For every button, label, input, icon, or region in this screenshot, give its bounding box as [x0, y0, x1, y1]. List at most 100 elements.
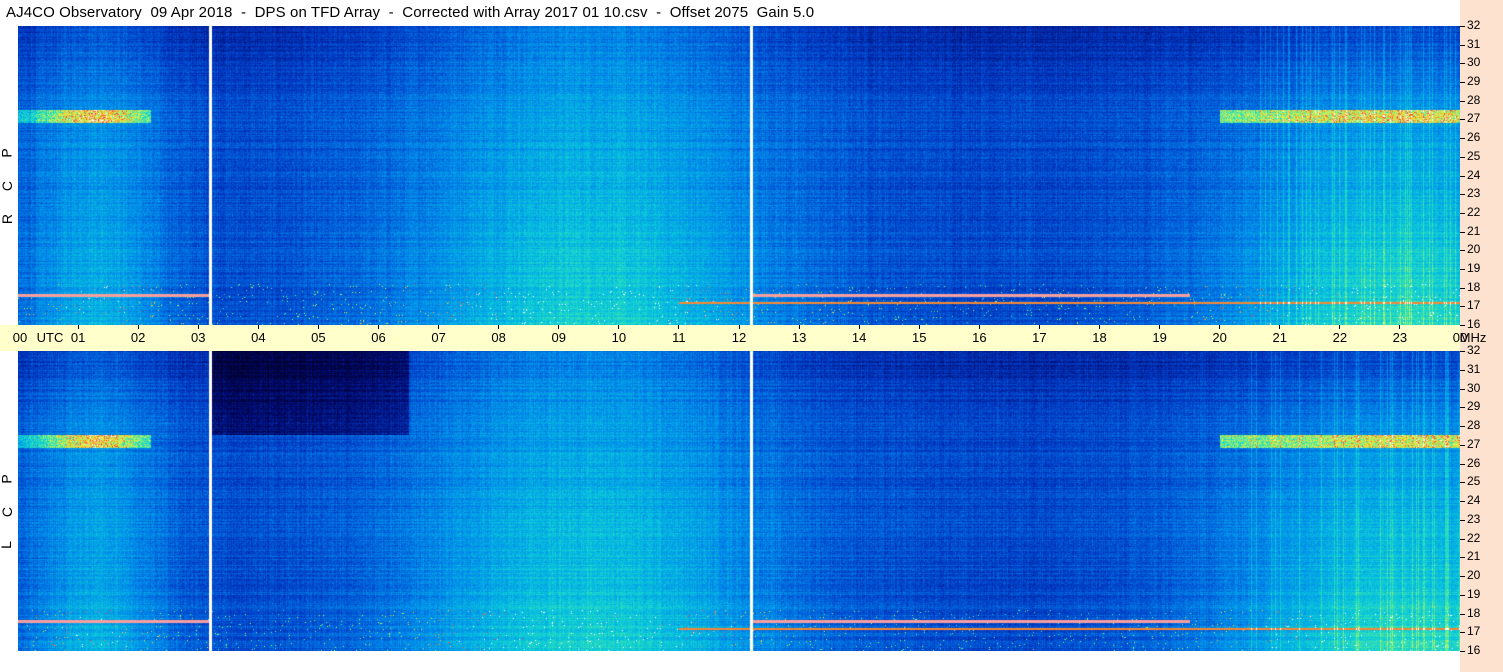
time-tick-label: 07 — [431, 330, 446, 345]
rcp-spectrogram — [18, 26, 1460, 325]
polarization-letter: C — [0, 506, 16, 518]
frequency-tick-label: 17 — [1467, 298, 1481, 313]
lcp-heatmap-canvas — [18, 351, 1460, 651]
frequency-tick-mark — [1460, 156, 1465, 158]
time-tick-label: 10 — [611, 330, 627, 345]
polarization-letter: L — [0, 541, 14, 549]
frequency-tick-label: 25 — [1467, 148, 1481, 163]
frequency-tick-label: 20 — [1467, 242, 1481, 257]
frequency-tick-label: 27 — [1467, 111, 1481, 126]
polarization-letter: R — [0, 214, 16, 225]
frequency-tick-label: 24 — [1467, 167, 1481, 182]
lcp-spectrogram — [18, 351, 1460, 651]
time-tick-label: UTC — [36, 330, 64, 345]
time-tick-label: 13 — [791, 330, 807, 345]
frequency-tick-mark — [1460, 44, 1465, 46]
frequency-tick-label: 21 — [1467, 549, 1481, 564]
frequency-tick-label: 28 — [1467, 92, 1481, 107]
frequency-tick-mark — [1460, 426, 1465, 427]
time-tick-mark — [498, 325, 500, 329]
frequency-tick-mark — [1460, 138, 1465, 140]
frequency-tick-label: 28 — [1467, 418, 1481, 432]
frequency-tick-mark — [1460, 407, 1465, 409]
time-tick-mark — [798, 325, 800, 329]
frequency-tick-label: 22 — [1467, 204, 1481, 219]
time-tick-mark — [77, 325, 79, 329]
time-tick-mark — [197, 325, 199, 329]
rcp-heatmap-canvas — [18, 26, 1460, 325]
polarization-letter: C — [0, 181, 16, 192]
frequency-tick-label: 25 — [1467, 474, 1481, 489]
frequency-tick-label: 18 — [1467, 279, 1481, 294]
time-tick-label: MHz — [1459, 330, 1487, 345]
bottom-bar — [0, 651, 1460, 672]
time-tick-label: 11 — [672, 330, 686, 345]
chart-title: AJ4CO Observatory 09 Apr 2018 - DPS on T… — [6, 4, 815, 21]
time-tick-mark — [137, 325, 139, 329]
frequency-tick-mark — [1460, 538, 1465, 540]
frequency-tick-label: 19 — [1467, 260, 1481, 275]
frequency-tick-label: 21 — [1467, 223, 1481, 238]
time-tick-label: 18 — [1092, 330, 1107, 345]
frequency-tick-mark — [1460, 82, 1465, 84]
frequency-tick-mark — [1460, 119, 1465, 121]
time-tick-mark — [1399, 325, 1401, 329]
frequency-tick-label: 20 — [1467, 568, 1481, 582]
time-tick-mark — [618, 325, 620, 329]
frequency-tick-label: 32 — [1467, 18, 1481, 32]
time-tick-label: 12 — [731, 330, 747, 345]
frequency-tick-label: 23 — [1467, 511, 1481, 526]
frequency-tick-mark — [1460, 519, 1465, 521]
time-tick-label: 21 — [1272, 330, 1287, 345]
frequency-tick-mark — [1460, 100, 1465, 102]
time-tick-label: 05 — [311, 330, 326, 345]
frequency-tick-mark — [1460, 268, 1465, 270]
frequency-tick-label: 18 — [1467, 605, 1481, 620]
frequency-tick-mark — [1460, 482, 1465, 484]
frequency-tick-label: 30 — [1467, 55, 1481, 70]
frequency-tick-mark — [1460, 613, 1465, 615]
time-tick-label: 22 — [1332, 330, 1348, 345]
frequency-tick-mark — [1460, 463, 1465, 465]
time-tick-mark — [1038, 325, 1040, 329]
frequency-tick-mark — [1460, 287, 1465, 289]
frequency-tick-mark — [1460, 444, 1465, 446]
frequency-tick-mark — [1460, 388, 1465, 390]
time-tick-label: 06 — [371, 330, 386, 345]
frequency-tick-label: 27 — [1467, 436, 1481, 451]
title-bar: AJ4CO Observatory 09 Apr 2018 - DPS on T… — [0, 0, 1460, 26]
time-tick-mark — [1279, 325, 1281, 329]
frequency-tick-label: 29 — [1467, 74, 1481, 89]
frequency-tick-mark — [1460, 194, 1465, 196]
frequency-tick-label: 16 — [1467, 317, 1481, 331]
frequency-tick-mark — [1460, 306, 1465, 308]
frequency-tick-mark — [1460, 632, 1465, 634]
frequency-tick-mark — [1460, 212, 1465, 214]
time-tick-mark — [1159, 325, 1161, 329]
time-tick-label: 20 — [1212, 330, 1227, 345]
frequency-tick-label: 31 — [1467, 361, 1481, 376]
time-tick-mark — [1219, 325, 1221, 329]
frequency-tick-label: 16 — [1467, 643, 1481, 657]
frequency-tick-label: 32 — [1467, 343, 1481, 357]
polarization-letter: P — [0, 148, 15, 159]
time-tick-mark — [678, 325, 680, 329]
polarization-letter: P — [0, 474, 15, 484]
frequency-tick-mark — [1460, 351, 1465, 352]
frequency-tick-label: 30 — [1467, 380, 1481, 395]
frequency-tick-label: 17 — [1467, 624, 1481, 639]
time-tick-label: 02 — [130, 330, 146, 345]
time-tick-mark — [1099, 325, 1100, 329]
frequency-tick-mark — [1460, 26, 1465, 27]
frequency-tick-mark — [1460, 325, 1465, 326]
time-tick-mark — [257, 325, 259, 329]
time-tick-label: 00 — [1452, 330, 1468, 345]
time-tick-label: 17 — [1032, 330, 1047, 345]
frequency-tick-label: 29 — [1467, 399, 1481, 414]
time-tick-label: 04 — [251, 330, 266, 345]
frequency-tick-label: 31 — [1467, 36, 1481, 51]
time-tick-label: 03 — [191, 330, 206, 345]
time-tick-mark — [558, 325, 560, 329]
time-axis: 00 UTC 01 02 03 04 05 06 07 08 09 10 11 12 13 14 15 16 17 1… — [0, 325, 1486, 351]
frequency-tick-mark — [1460, 557, 1465, 559]
